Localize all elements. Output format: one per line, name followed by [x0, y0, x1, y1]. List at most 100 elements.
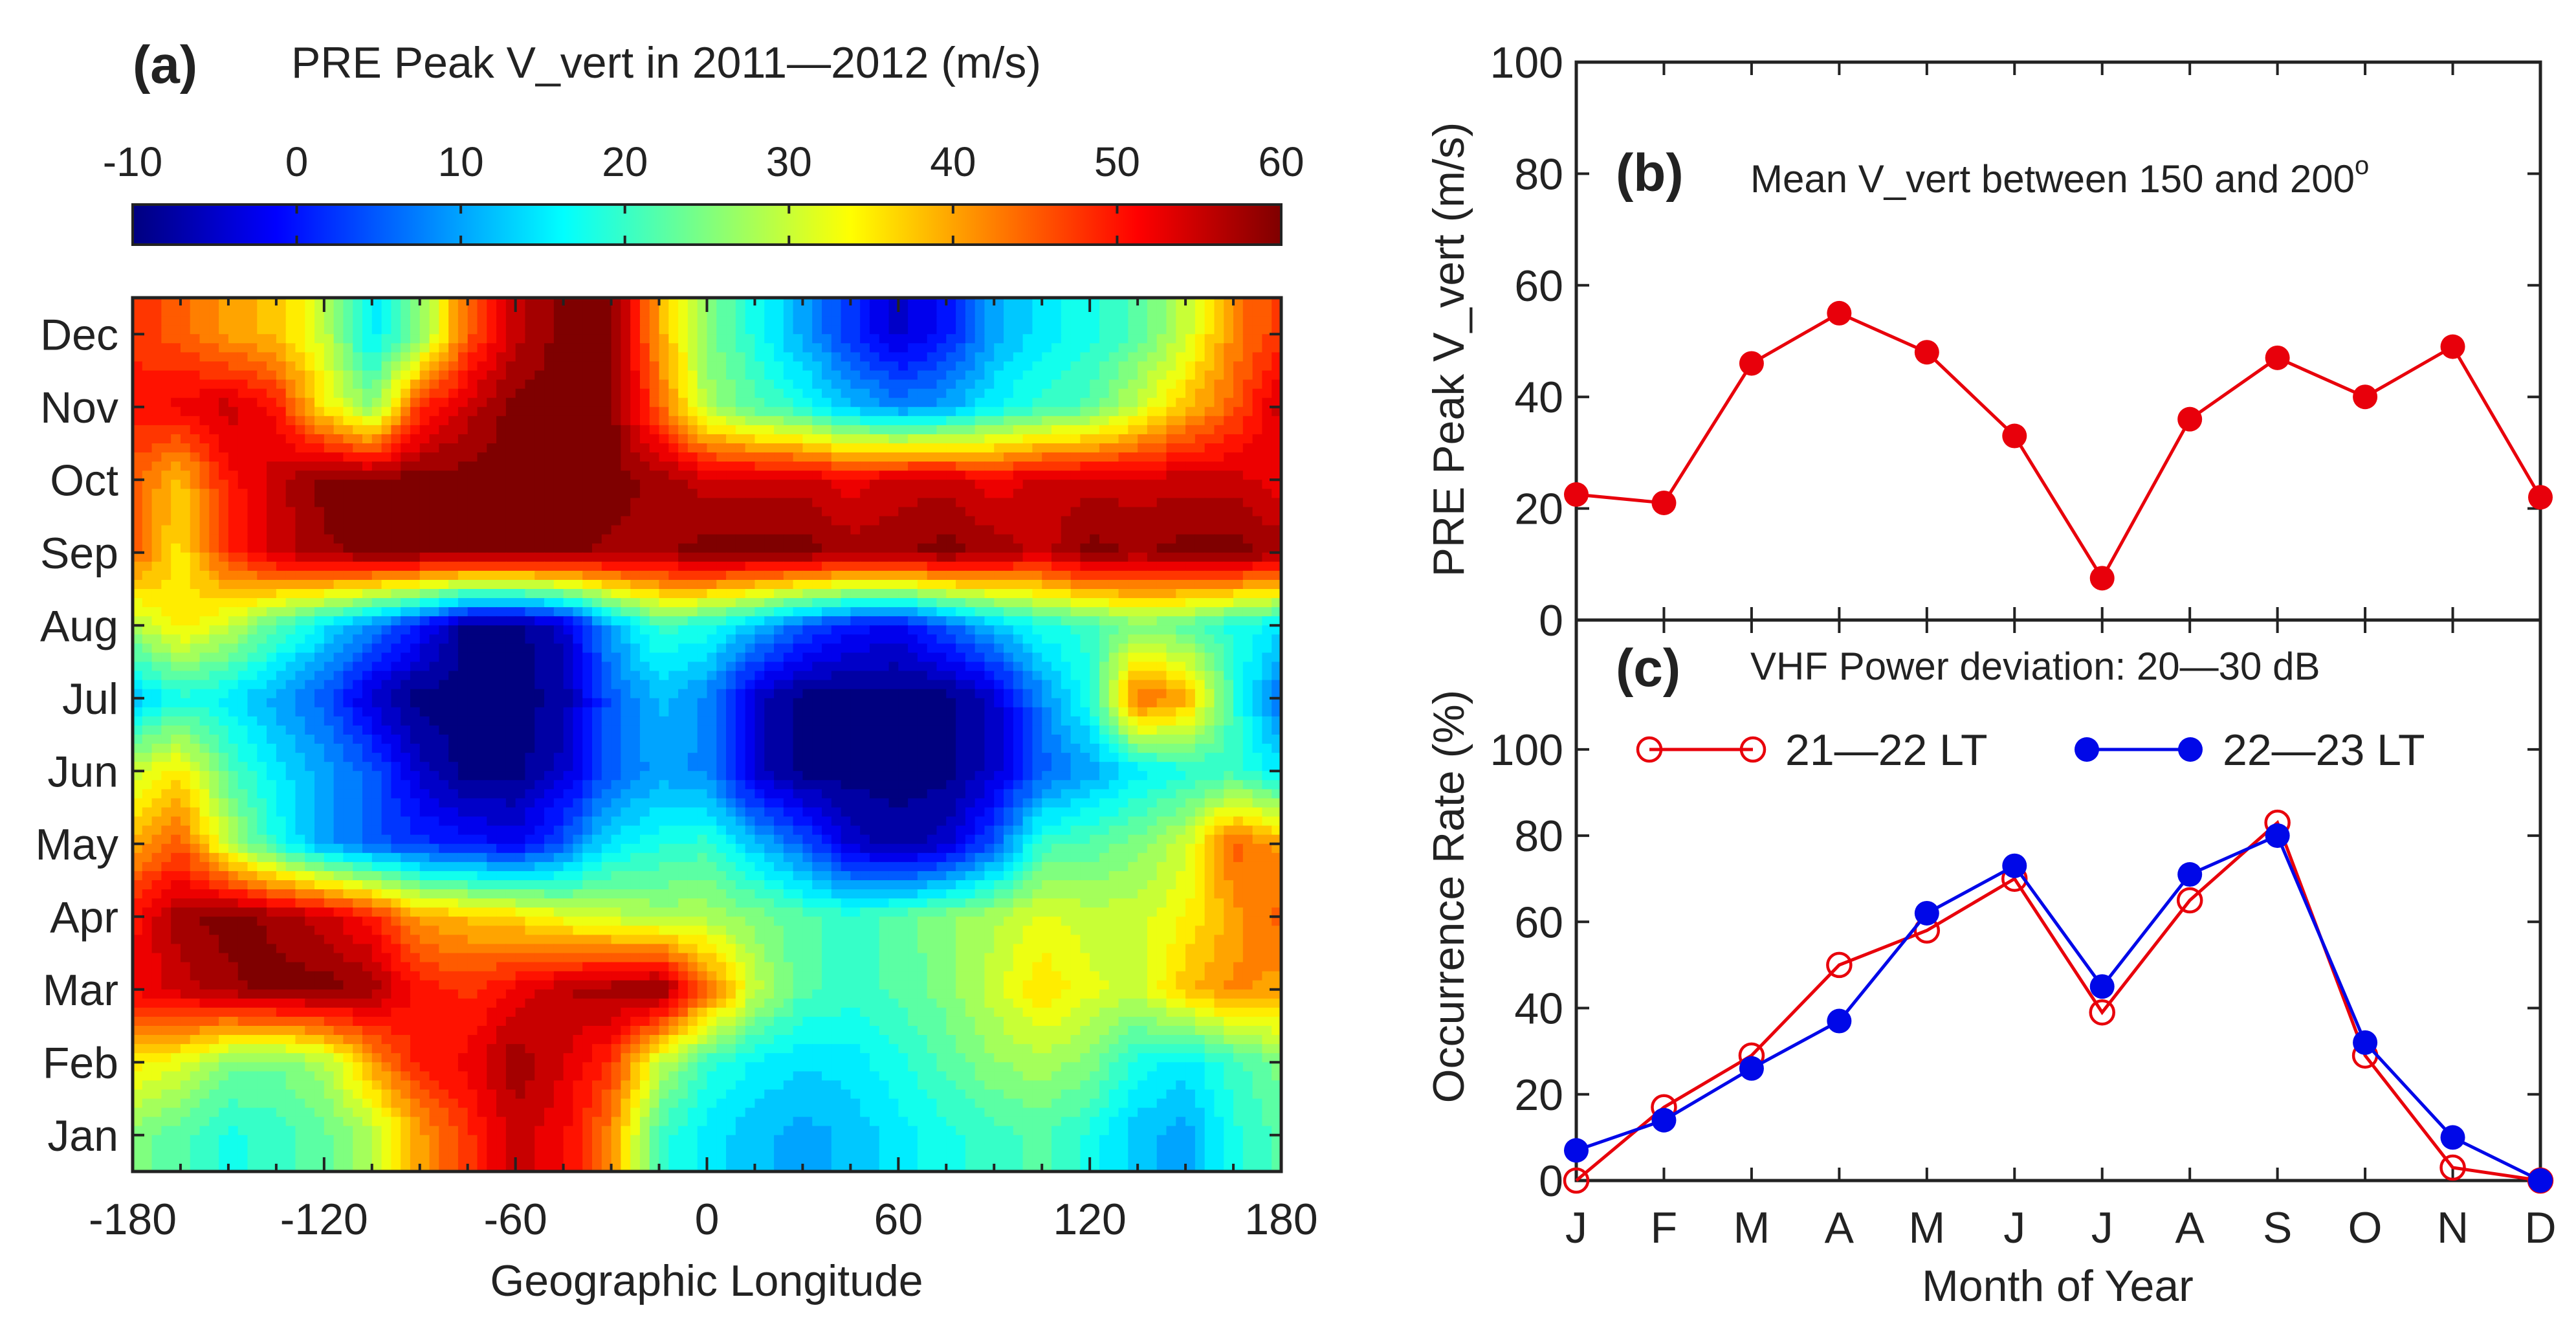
heatmap-cell: [601, 388, 612, 399]
heatmap-cell: [1061, 379, 1072, 390]
heatmap-cell: [1233, 406, 1244, 417]
heatmap-cell: [659, 652, 670, 663]
heatmap-cell: [1090, 552, 1100, 562]
heatmap-cell: [362, 425, 373, 435]
heatmap-cell: [1128, 525, 1138, 535]
colorbar-tick-label: 0: [285, 139, 309, 185]
heatmap-cell: [496, 343, 507, 353]
heatmap-cell: [936, 480, 947, 490]
heatmap-cell: [544, 570, 555, 581]
heatmap-cell: [754, 525, 765, 535]
heatmap-cell: [917, 661, 928, 672]
heatmap-cell: [898, 552, 908, 562]
heatmap-cell: [133, 516, 143, 526]
heatmap-cell: [1194, 443, 1205, 453]
heatmap-cell: [1242, 443, 1253, 453]
heatmap-cell: [1233, 352, 1244, 362]
heatmap-cell: [601, 579, 612, 590]
heatmap-cell: [295, 316, 306, 326]
heatmap-cell: [544, 325, 555, 335]
heatmap-cell: [659, 316, 670, 326]
heatmap-cell: [563, 397, 574, 408]
heatmap-cell: [822, 589, 832, 599]
heatmap-cell: [908, 325, 918, 335]
heatmap-cell: [1099, 634, 1110, 645]
heatmap-cell: [697, 661, 708, 672]
heatmap-cell: [994, 661, 1004, 672]
heatmap-cell: [1128, 534, 1138, 544]
heatmap-cell: [381, 334, 392, 344]
heatmap-cell: [621, 552, 631, 562]
heatmap-cell: [687, 443, 698, 453]
heatmap-cell: [687, 343, 698, 353]
heatmap-cell: [171, 525, 181, 535]
heatmap-cell: [353, 616, 363, 627]
heatmap-cell: [812, 516, 822, 526]
heatmap-cell: [133, 298, 143, 307]
heatmap-cell: [1013, 607, 1024, 617]
heatmap-cell: [525, 406, 536, 417]
heatmap-cell: [1070, 543, 1081, 553]
heatmap-cell: [860, 316, 870, 326]
heatmap-cell: [209, 352, 219, 362]
heatmap-cell: [429, 397, 440, 408]
heatmap-cell: [974, 589, 985, 599]
heatmap-cell: [592, 661, 602, 672]
heatmap-cell: [965, 397, 976, 408]
heatmap-cell: [735, 343, 746, 353]
heatmap-cell: [869, 434, 880, 444]
heatmap-cell: [525, 316, 536, 326]
heatmap-cell: [639, 388, 650, 399]
heatmap-cell: [678, 307, 688, 316]
heatmap-cell: [324, 443, 335, 453]
heatmap-cell: [1118, 561, 1129, 572]
heatmap-cell: [457, 298, 468, 307]
heatmap-cell: [324, 534, 335, 544]
heatmap-cell: [457, 661, 468, 672]
heatmap-cell: [1070, 598, 1081, 608]
heatmap-cell: [1224, 589, 1234, 599]
heatmap-cell: [1061, 343, 1072, 353]
heatmap-cell: [1156, 643, 1167, 654]
heatmap-cell: [639, 634, 650, 645]
heatmap-cell: [1166, 397, 1177, 408]
heatmap-cell: [544, 471, 555, 481]
heatmap-cell: [716, 643, 727, 654]
heatmap-cell: [1271, 607, 1281, 617]
heatmap-cell: [381, 307, 392, 316]
heatmap-cell: [1242, 352, 1253, 362]
heatmap-cell: [237, 634, 248, 645]
heatmap-cell: [381, 352, 392, 362]
heatmap-cell: [161, 552, 171, 562]
heatmap-cell: [1252, 525, 1263, 535]
heatmap-cell: [1224, 543, 1234, 553]
heatmap-cell: [601, 334, 612, 344]
heatmap-cell: [936, 298, 947, 307]
heatmap-cell: [1147, 552, 1158, 562]
heatmap-cell: [353, 406, 363, 417]
heatmap-cell: [994, 443, 1004, 453]
heatmap-cell: [1262, 534, 1273, 544]
heatmap-cell: [1166, 361, 1177, 372]
heatmap-cell: [1004, 579, 1014, 590]
heatmap-cell: [965, 507, 976, 517]
heatmap-cell: [936, 652, 947, 663]
heatmap-cell: [1022, 370, 1033, 381]
heatmap-cell: [582, 561, 593, 572]
heatmap-cell: [994, 643, 1004, 654]
heatmap-cell: [305, 471, 315, 481]
heatmap-cell: [621, 443, 631, 453]
heatmap-cell: [333, 598, 344, 608]
heatmap-cell: [745, 370, 756, 381]
heatmap-cell: [793, 616, 804, 627]
heatmap-cell: [525, 443, 536, 453]
heatmap-cell: [1080, 516, 1090, 526]
heatmap-cell: [133, 343, 143, 353]
heatmap-cell: [1252, 352, 1263, 362]
heatmap-cell: [812, 561, 822, 572]
heatmap-cell: [611, 434, 622, 444]
heatmap-cell: [869, 361, 880, 372]
heatmap-cell: [1090, 589, 1100, 599]
heatmap-cell: [726, 607, 736, 617]
heatmap-cell: [649, 652, 660, 663]
